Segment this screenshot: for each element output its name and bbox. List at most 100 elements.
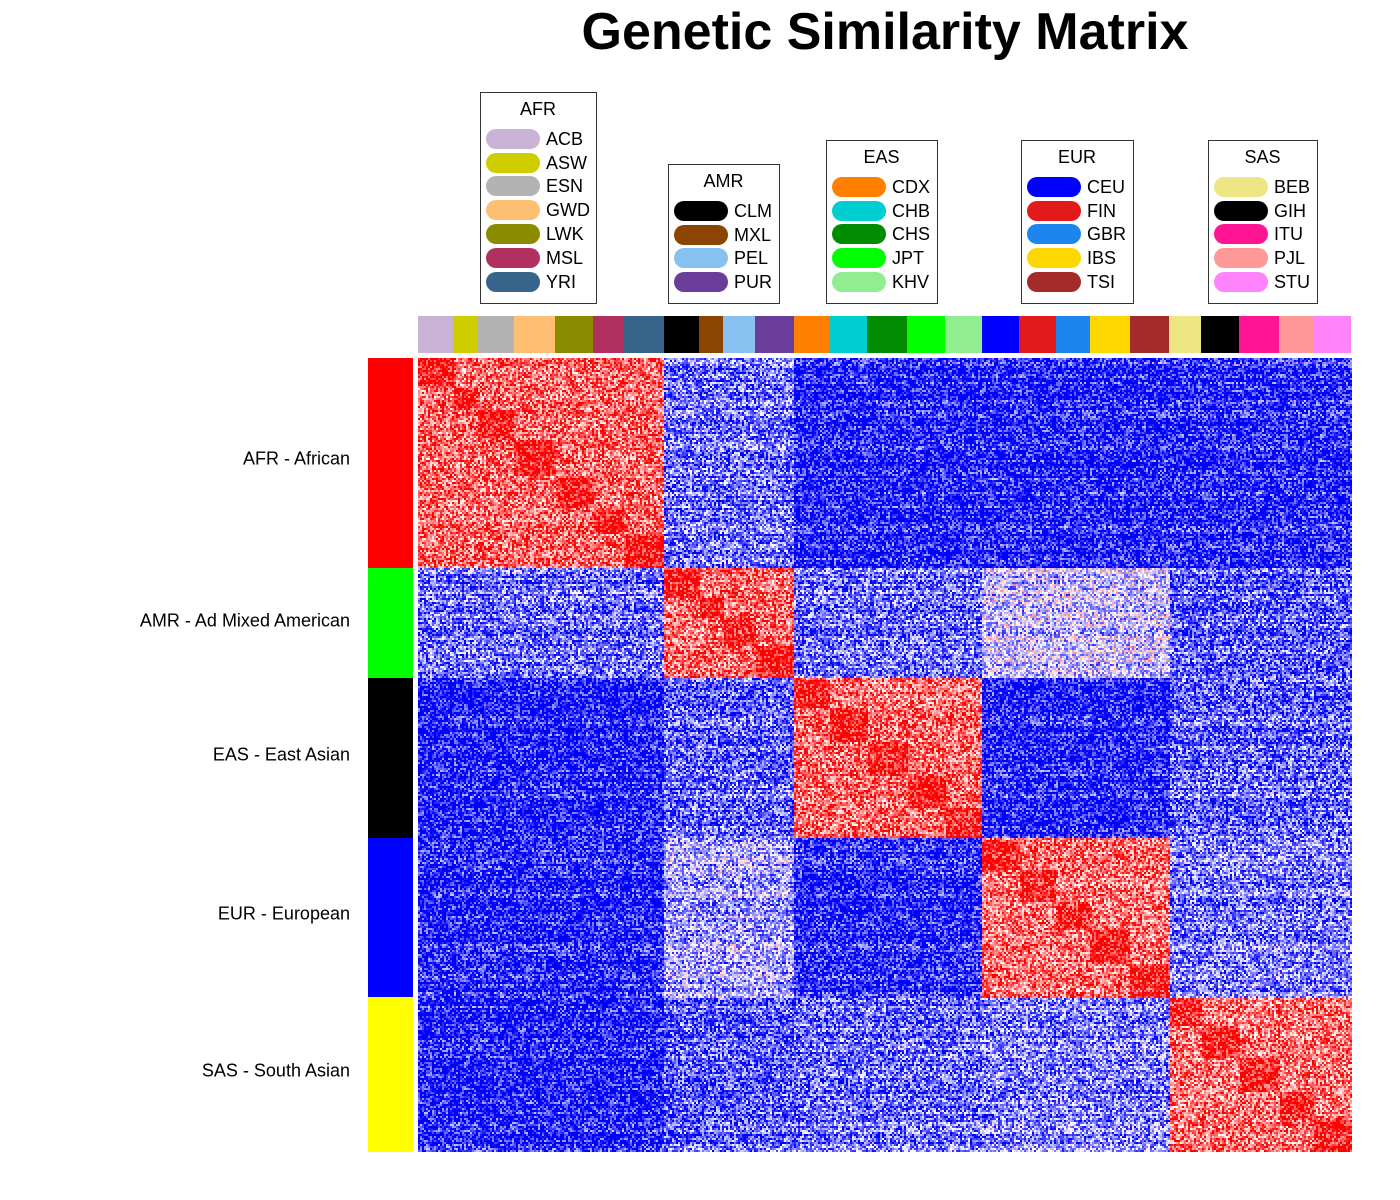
legend-item-clm: CLM [674, 199, 773, 223]
legend-title: AMR [703, 171, 744, 191]
row-annotation-amr [368, 568, 413, 678]
legend-label: CHS [892, 224, 931, 245]
legend-item-pjl: PJL [1214, 246, 1311, 270]
legend-label: PJL [1274, 248, 1306, 269]
legend-item-fin: FIN [1027, 199, 1127, 223]
legend-item-acb: ACB [486, 127, 590, 151]
legend-label: CDX [892, 176, 931, 197]
legend-swatch [1027, 248, 1081, 269]
legend-swatch [486, 128, 540, 149]
legend-item-gih: GIH [1214, 199, 1311, 223]
legend-swatch [674, 224, 728, 245]
column-annotation-chs [867, 316, 907, 353]
column-annotation-fin [1019, 316, 1056, 353]
column-annotation-cdx [794, 316, 829, 353]
legend-swatch [486, 176, 540, 197]
column-annotation-pel [723, 316, 755, 353]
legend-swatch [1214, 176, 1268, 197]
legend-label: GWD [546, 200, 590, 221]
column-annotation-ceu [982, 316, 1019, 353]
legend-label: CHB [892, 200, 931, 221]
legend-swatch [486, 247, 540, 268]
column-population-annotation [418, 316, 1352, 353]
legend-label: GIH [1274, 200, 1307, 221]
row-annotation-afr [368, 358, 413, 568]
column-annotation-gih [1201, 316, 1239, 353]
legend-item-ceu: CEU [1027, 175, 1127, 199]
column-annotation-tsi [1130, 316, 1169, 353]
legend-item-cdx: CDX [832, 175, 931, 199]
legend-label: YRI [546, 271, 577, 292]
legend-item-stu: STU [1214, 270, 1311, 294]
legend-label: FIN [1087, 200, 1116, 221]
column-annotation-gbr [1056, 316, 1090, 353]
legend-amr: AMR CLM MXL PEL PUR [668, 164, 780, 304]
legend-item-khv: KHV [832, 270, 931, 294]
legend-swatch [674, 200, 728, 221]
legend-swatch [832, 248, 886, 269]
legend-title: EAS [863, 147, 900, 167]
column-annotation-esn [477, 316, 514, 353]
row-label-sas: SAS - South Asian [201, 1060, 350, 1081]
row-label-eas: EAS - East Asian [212, 744, 350, 765]
legend-item-pur: PUR [674, 270, 773, 294]
legend-item-pel: PEL [674, 247, 773, 271]
legend-sas: SAS BEB GIH ITU PJL STU [1208, 140, 1318, 304]
legend-item-mxl: MXL [674, 223, 773, 247]
legend-title: AFR [520, 99, 556, 119]
legend-label: ESN [546, 176, 584, 197]
legend-label: LWK [546, 224, 584, 245]
legend-swatch [1214, 272, 1268, 293]
legend-swatch [486, 224, 540, 245]
column-annotation-stu [1313, 316, 1351, 353]
legend-label: CLM [734, 200, 773, 221]
row-label-amr: AMR - Ad Mixed American [139, 610, 350, 631]
legend-item-asw: ASW [486, 151, 590, 175]
legend-swatch [832, 272, 886, 293]
legend-swatch [832, 176, 886, 197]
column-annotation-jpt [907, 316, 945, 353]
row-annotation-sas [368, 997, 413, 1152]
row-superpopulation-annotation [368, 358, 413, 1152]
similarity-heatmap [418, 358, 1352, 1152]
legend-swatch [1027, 224, 1081, 245]
legend-item-esn: ESN [486, 175, 590, 199]
legend-item-gwd: GWD [486, 198, 590, 222]
legend-label: PUR [734, 272, 773, 293]
legend-item-beb: BEB [1214, 175, 1311, 199]
legend-swatch [1214, 224, 1268, 245]
legend-title: SAS [1244, 147, 1281, 167]
legend-eas: EAS CDX CHB CHS JPT KHV [826, 140, 938, 304]
row-annotation-eur [368, 838, 413, 997]
legend-label: GBR [1087, 224, 1127, 245]
legend-swatch [486, 271, 540, 292]
legend-swatch [832, 224, 886, 245]
column-annotation-yri [624, 316, 664, 353]
legend-item-jpt: JPT [832, 246, 931, 270]
legend-swatch [486, 152, 540, 173]
column-annotation-clm [664, 316, 699, 353]
column-annotation-gwd [514, 316, 555, 353]
legend-label: MSL [546, 247, 584, 268]
column-annotation-asw [453, 316, 477, 353]
legend-swatch [674, 272, 728, 293]
column-annotation-chb [829, 316, 867, 353]
legend-eur: EUR CEU FIN GBR IBS TSI [1021, 140, 1134, 304]
chart-title: Genetic Similarity Matrix [581, 3, 1189, 61]
legend-label: ASW [546, 152, 588, 173]
legend-label: PEL [734, 248, 769, 269]
legend-item-yri: YRI [486, 270, 590, 294]
row-annotation-eas [368, 678, 413, 838]
column-annotation-itu [1239, 316, 1279, 353]
legend-item-itu: ITU [1214, 223, 1311, 247]
legend-item-lwk: LWK [486, 222, 590, 246]
legend-label: IBS [1087, 248, 1117, 269]
legend-swatch [1214, 248, 1268, 269]
legend-item-gbr: GBR [1027, 223, 1127, 247]
legend-item-chb: CHB [832, 199, 931, 223]
legend-swatch [1027, 200, 1081, 221]
legend-swatch [1027, 176, 1081, 197]
legend-label: MXL [734, 224, 772, 245]
legend-label: BEB [1274, 176, 1311, 197]
legend-swatch [1027, 272, 1081, 293]
